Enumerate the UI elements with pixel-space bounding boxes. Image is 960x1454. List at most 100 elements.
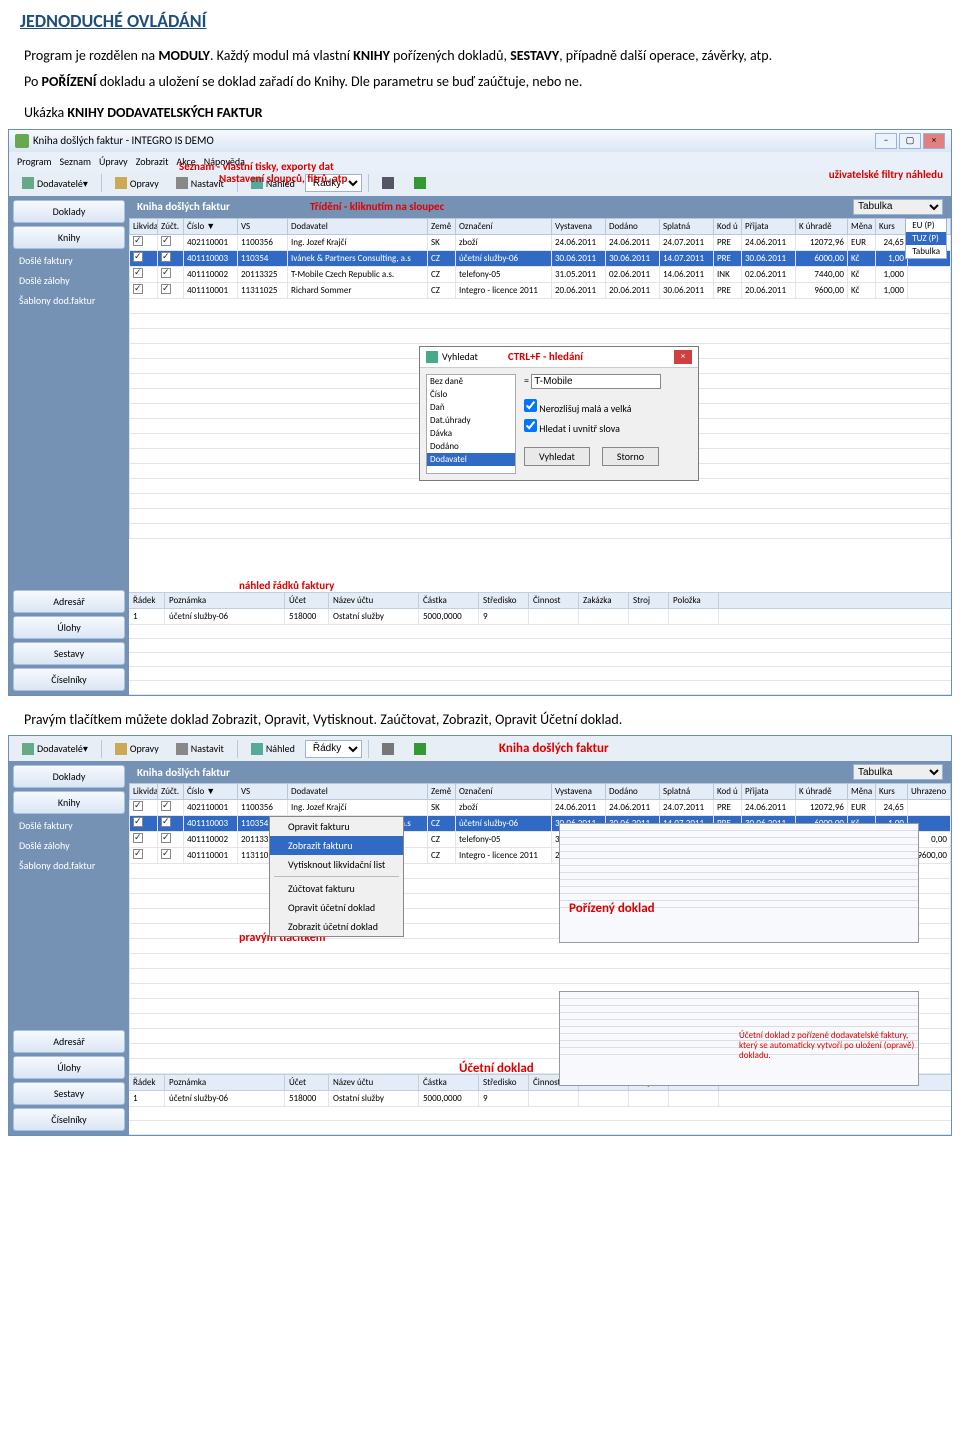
filter-opt[interactable]: EU (P) <box>906 219 946 232</box>
find-button[interactable]: Vyhledat <box>524 447 590 466</box>
nastavit-button[interactable]: Nastavit <box>169 739 231 758</box>
col-header[interactable]: Likvidac <box>130 784 158 800</box>
nahled-button[interactable]: Náhled <box>244 739 302 758</box>
sidebar-adresar[interactable]: Adresář <box>13 1030 125 1053</box>
col-header[interactable]: Dodavatel <box>288 784 428 800</box>
sidebar-adresar[interactable]: Adresář <box>13 590 125 613</box>
print-icon[interactable] <box>375 174 404 192</box>
table-row[interactable]: 401110003110354Ivánek & Partners Consult… <box>130 250 951 266</box>
sidebar-knihy[interactable]: Knihy <box>13 226 125 249</box>
print-icon[interactable] <box>375 740 404 758</box>
table-row[interactable]: 4021100011100356Ing. Jozef KrajčíSKzboží… <box>130 234 951 250</box>
filter-select[interactable]: Tabulka <box>853 199 943 215</box>
sidebar-item-zalohy[interactable]: Došlé zálohy <box>13 837 125 854</box>
table-row[interactable]: 40111000220113325T-Mobile Czech Republic… <box>130 266 951 282</box>
minimize-button[interactable]: − <box>875 133 897 149</box>
menu-upravy[interactable]: Úpravy <box>99 155 128 168</box>
sidebar-ulohy[interactable]: Úlohy <box>13 616 125 639</box>
nahled-button[interactable]: Náhled <box>244 174 302 193</box>
sidebar-ciselniky[interactable]: Číselníky <box>13 1108 125 1131</box>
sidebar-ciselniky[interactable]: Číselníky <box>13 668 125 691</box>
filter-opt-sel[interactable]: TUZ (P) <box>906 232 946 245</box>
search-field[interactable]: Číslo <box>427 388 515 401</box>
sidebar-item-sablony[interactable]: Šablony dod.faktur <box>13 857 125 874</box>
module-dropdown[interactable]: Dodavatelé ▾ <box>15 174 95 193</box>
col-header[interactable]: Kurs <box>876 784 908 800</box>
sidebar-doklady[interactable]: Doklady <box>13 200 125 223</box>
opravy-button[interactable]: Opravy <box>108 174 166 193</box>
sidebar-item-faktury[interactable]: Došlé faktury <box>13 252 125 269</box>
col-header[interactable]: Přijata <box>742 218 796 234</box>
radky-select[interactable]: Řádky <box>305 740 362 758</box>
menu-napoveda[interactable]: Nápověda <box>204 155 245 168</box>
table-row[interactable]: 40111000111311025Richard SommerCZIntegro… <box>130 282 951 298</box>
col-header[interactable]: Označení <box>456 784 552 800</box>
search-input[interactable] <box>531 374 661 389</box>
menu-zobrazit[interactable]: Zobrazit <box>136 155 169 168</box>
col-header[interactable]: Číslo ▼ <box>184 218 238 234</box>
col-header[interactable]: Dodáno <box>606 784 660 800</box>
search-field[interactable]: Bez daně <box>427 375 515 388</box>
dialog-close[interactable]: × <box>674 350 692 364</box>
export-icon[interactable] <box>407 174 436 192</box>
filter-list[interactable]: EU (P) TUZ (P) Tabulka <box>905 218 947 259</box>
col-header[interactable]: Dodavatel <box>288 218 428 234</box>
col-header[interactable]: VS <box>238 784 288 800</box>
close-button[interactable]: × <box>923 133 945 149</box>
maximize-button[interactable]: ▢ <box>899 133 921 149</box>
search-field[interactable]: Dodáno <box>427 440 515 453</box>
sidebar-item-sablony[interactable]: Šablony dod.faktur <box>13 292 125 309</box>
sidebar-doklady[interactable]: Doklady <box>13 765 125 788</box>
sidebar-ulohy[interactable]: Úlohy <box>13 1056 125 1079</box>
module-dropdown[interactable]: Dodavatelé ▾ <box>15 739 95 758</box>
col-header[interactable]: Dodáno <box>606 218 660 234</box>
col-header[interactable]: Přijata <box>742 784 796 800</box>
col-header[interactable]: Označení <box>456 218 552 234</box>
col-header[interactable]: Kod ú <box>714 784 742 800</box>
ctx-item[interactable]: Opravit fakturu <box>270 817 403 836</box>
ctx-item[interactable]: Zúčtovat fakturu <box>270 879 403 898</box>
cb-case[interactable] <box>524 399 537 412</box>
sidebar-sestavy[interactable]: Sestavy <box>13 1082 125 1105</box>
col-header[interactable]: Země <box>428 784 456 800</box>
search-field[interactable]: Dodavatel <box>427 453 515 466</box>
sidebar-item-faktury[interactable]: Došlé faktury <box>13 817 125 834</box>
col-header[interactable]: Zúčt. <box>158 218 184 234</box>
search-field[interactable]: Dat.úhrady <box>427 414 515 427</box>
ctx-item[interactable]: Zobrazit účetní doklad <box>270 917 403 936</box>
col-header[interactable]: Likvidac <box>130 218 158 234</box>
filter-opt[interactable]: Tabulka <box>906 245 946 258</box>
col-header[interactable]: Země <box>428 218 456 234</box>
cb-inside[interactable] <box>524 419 537 432</box>
table-row[interactable]: 4021100011100356Ing. Jozef KrajčíSKzboží… <box>130 800 951 816</box>
col-header[interactable]: Splatná <box>660 218 714 234</box>
nastavit-button[interactable]: Nastavit <box>169 174 231 193</box>
col-header[interactable]: Měna <box>848 784 876 800</box>
menu-akce[interactable]: Akce <box>176 155 195 168</box>
search-field[interactable]: Daň <box>427 401 515 414</box>
export-icon[interactable] <box>407 740 436 758</box>
col-header[interactable]: Číslo ▼ <box>184 784 238 800</box>
col-header[interactable]: K úhradě <box>796 784 848 800</box>
menu-program[interactable]: Program <box>17 155 52 168</box>
context-menu[interactable]: Opravit fakturuZobrazit fakturuVytisknou… <box>269 816 404 937</box>
col-header[interactable]: Splatná <box>660 784 714 800</box>
filter-select[interactable]: Tabulka <box>853 764 943 780</box>
col-header[interactable]: K úhradě <box>796 218 848 234</box>
radky-select[interactable]: Řádky <box>305 174 362 192</box>
ctx-item[interactable]: Vytisknout likvidační list <box>270 855 403 874</box>
search-field-list[interactable]: Bez daněČísloDaňDat.úhradyDávkaDodánoDod… <box>426 374 516 474</box>
col-header[interactable]: VS <box>238 218 288 234</box>
col-header[interactable]: Kod ú <box>714 218 742 234</box>
ctx-item[interactable]: Opravit účetní doklad <box>270 898 403 917</box>
col-header[interactable]: Kurs <box>876 218 908 234</box>
sidebar-item-zalohy[interactable]: Došlé zálohy <box>13 272 125 289</box>
menu-seznam[interactable]: Seznam <box>60 155 91 168</box>
col-header[interactable]: Uhrazeno <box>908 784 951 800</box>
col-header[interactable]: Zúčt. <box>158 784 184 800</box>
col-header[interactable]: Vystavena <box>552 784 606 800</box>
col-header[interactable]: Měna <box>848 218 876 234</box>
ctx-item[interactable]: Zobrazit fakturu <box>270 836 403 855</box>
sidebar-sestavy[interactable]: Sestavy <box>13 642 125 665</box>
sidebar-knihy[interactable]: Knihy <box>13 791 125 814</box>
